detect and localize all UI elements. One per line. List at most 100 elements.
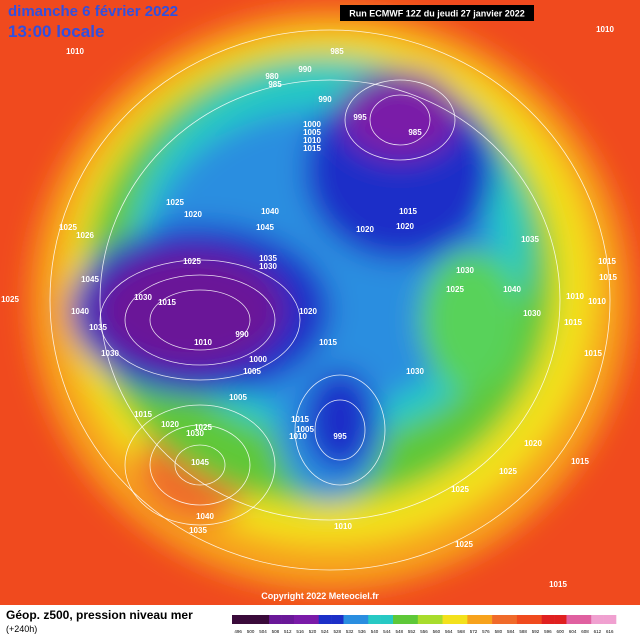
scale-label: 584 [507, 629, 515, 634]
scale-label: 616 [606, 629, 614, 634]
scale-swatch [566, 615, 580, 624]
scale-swatch [591, 615, 604, 624]
scale-label: 588 [519, 629, 527, 634]
scale-swatch [504, 615, 518, 624]
pressure-label: 1010 [334, 522, 352, 531]
pressure-label: 1005 [229, 393, 247, 402]
scale-swatch [479, 615, 493, 624]
pressure-label: 1045 [191, 458, 209, 467]
run-info: Run ECMWF 12Z du jeudi 27 janvier 2022 [349, 8, 525, 18]
pressure-label: 1015 [598, 257, 616, 266]
pressure-label: 1020 [524, 439, 542, 448]
scale-swatch [578, 615, 592, 624]
pressure-label: 1000 [249, 355, 267, 364]
scale-label: 592 [532, 629, 540, 634]
scale-swatch [343, 615, 357, 624]
pressure-label: 1010 [194, 338, 212, 347]
scale-swatch [293, 615, 307, 624]
pressure-label: 1005 [243, 367, 261, 376]
pressure-label: 1000 [303, 120, 321, 129]
scale-label: 608 [581, 629, 589, 634]
scale-swatch [516, 615, 530, 624]
scale-label: 572 [470, 629, 478, 634]
scale-swatch [393, 615, 406, 624]
scale-swatch [492, 615, 505, 624]
scale-swatch [306, 615, 320, 624]
scale-swatch [269, 615, 282, 624]
scale-label: 500 [247, 629, 255, 634]
scale-swatch [281, 615, 295, 624]
scale-label: 536 [358, 629, 366, 634]
pressure-label: 1020 [184, 210, 202, 219]
scale-label: 600 [557, 629, 565, 634]
pressure-label: 1015 [564, 318, 582, 327]
pressure-label: 1015 [303, 144, 321, 153]
scale-swatch [529, 615, 542, 624]
pressure-label: 1025 [1, 295, 19, 304]
lead-time: (+240h) [6, 624, 37, 634]
pressure-label: 1005 [296, 425, 314, 434]
scale-swatch [417, 615, 431, 624]
isobars [49, 29, 611, 571]
copyright: Copyright 2022 Meteociel.fr [261, 591, 379, 601]
scale-swatch [603, 615, 617, 624]
scale-label: 504 [259, 629, 267, 634]
pressure-label: 1045 [256, 223, 274, 232]
scale-label: 532 [346, 629, 354, 634]
pressure-label: 990 [235, 330, 249, 339]
color-scale: 496 500 504 508 512 516 520 524 528 532 536 540 544 5… [232, 615, 617, 634]
scale-label: 576 [482, 629, 490, 634]
scale-label: 604 [569, 629, 577, 634]
caption: Géop. z500, pression niveau mer [6, 608, 193, 622]
pressure-label: 1015 [319, 338, 337, 347]
pressure-label: 1030 [101, 349, 119, 358]
pressure-label: 1010 [588, 297, 606, 306]
pressure-label: 1040 [503, 285, 521, 294]
pressure-label: 995 [333, 432, 347, 441]
pressure-label: 1025 [194, 423, 212, 432]
pressure-label: 1040 [196, 512, 214, 521]
pressure-label: 1030 [134, 293, 152, 302]
scale-swatch [454, 615, 468, 624]
pressure-label: 1020 [299, 307, 317, 316]
pressure-label: 1020 [161, 420, 179, 429]
scale-label: 580 [495, 629, 503, 634]
pressure-label: 1045 [81, 275, 99, 284]
pressure-label: 985 [330, 47, 344, 56]
scale-label: 560 [433, 629, 441, 634]
pressure-label: 1020 [356, 225, 374, 234]
pressure-label: 985 [268, 80, 282, 89]
pressure-label: 1015 [549, 580, 567, 589]
scale-label: 596 [544, 629, 552, 634]
scale-label: 524 [321, 629, 329, 634]
pressure-label: 1025 [183, 257, 201, 266]
pressure-label: 1015 [571, 457, 589, 466]
pressure-label: 1030 [523, 309, 541, 318]
pressure-labels: 1010 985980985990990995100010051010101598… [1, 25, 617, 589]
pressure-label: 1025 [499, 467, 517, 476]
pressure-label: 1010 [566, 292, 584, 301]
pressure-label: 1020 [396, 222, 414, 231]
scale-label: 552 [408, 629, 416, 634]
scale-label: 548 [395, 629, 403, 634]
scale-swatch [554, 615, 567, 624]
pressure-label: 1015 [399, 207, 417, 216]
scale-label: 556 [420, 629, 428, 634]
scale-label: 612 [594, 629, 602, 634]
pressure-label: 990 [318, 95, 332, 104]
scale-swatch [368, 615, 381, 624]
scale-swatch [331, 615, 344, 624]
pressure-label: 1010 [596, 25, 614, 34]
scale-swatch [256, 615, 270, 624]
title: dimanche 6 février 2022 [8, 3, 178, 20]
scale-label: 540 [371, 629, 379, 634]
scale-label: 520 [309, 629, 317, 634]
pressure-label: 1025 [446, 285, 464, 294]
pressure-label: 1015 [584, 349, 602, 358]
pressure-label: 1030 [456, 266, 474, 275]
pressure-label: 1015 [158, 298, 176, 307]
pressure-label: 1025 [451, 485, 469, 494]
scale-swatch [442, 615, 456, 624]
map-field [0, 0, 640, 605]
